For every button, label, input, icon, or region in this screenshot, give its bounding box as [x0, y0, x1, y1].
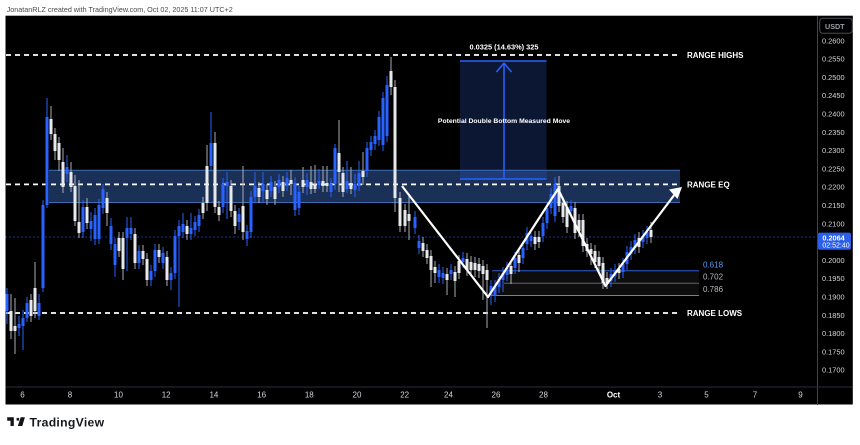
svg-text:0.2600: 0.2600	[822, 37, 845, 46]
svg-text:0.1900: 0.1900	[822, 293, 845, 302]
svg-text:0.2100: 0.2100	[822, 219, 845, 228]
svg-text:RANGE LOWS: RANGE LOWS	[687, 309, 743, 318]
svg-text:10: 10	[114, 391, 123, 400]
svg-text:Potential Double Bottom Measur: Potential Double Bottom Measured Move	[438, 118, 570, 125]
svg-text:22: 22	[400, 391, 409, 400]
svg-text:Oct: Oct	[607, 391, 621, 400]
svg-text:0.618: 0.618	[703, 260, 724, 269]
svg-text:0.2200: 0.2200	[822, 183, 845, 192]
svg-text:5: 5	[704, 391, 709, 400]
svg-text:8: 8	[68, 391, 73, 400]
svg-text:7: 7	[753, 391, 758, 400]
svg-text:02:52:40: 02:52:40	[822, 243, 849, 250]
svg-text:0.1700: 0.1700	[822, 366, 845, 375]
svg-text:0.786: 0.786	[703, 285, 724, 294]
svg-text:28: 28	[539, 391, 548, 400]
svg-text:JonatanRLZ created with Tradin: JonatanRLZ created with TradingView.com,…	[7, 5, 233, 14]
svg-text:TradingView: TradingView	[30, 415, 105, 429]
svg-text:16: 16	[257, 391, 266, 400]
svg-text:12: 12	[162, 391, 171, 400]
svg-text:0.2550: 0.2550	[822, 55, 845, 64]
svg-text:0.2400: 0.2400	[822, 110, 845, 119]
svg-text:9: 9	[798, 391, 803, 400]
svg-text:20: 20	[353, 391, 362, 400]
svg-text:0.702: 0.702	[703, 273, 724, 282]
svg-text:6: 6	[20, 391, 25, 400]
svg-text:24: 24	[444, 391, 453, 400]
svg-text:0.2350: 0.2350	[822, 128, 845, 137]
svg-text:0.1800: 0.1800	[822, 329, 845, 338]
svg-text:0.2450: 0.2450	[822, 91, 845, 100]
svg-text:14: 14	[209, 391, 218, 400]
svg-text:0.2000: 0.2000	[822, 256, 845, 265]
svg-text:0.1850: 0.1850	[822, 311, 845, 320]
svg-text:0.2150: 0.2150	[822, 201, 845, 210]
svg-text:USDT: USDT	[825, 22, 845, 31]
svg-text:RANGE HIGHS: RANGE HIGHS	[687, 51, 744, 60]
svg-text:RANGE EQ: RANGE EQ	[687, 180, 730, 189]
svg-text:0.1950: 0.1950	[822, 274, 845, 283]
svg-text:3: 3	[658, 391, 663, 400]
svg-text:0.2064: 0.2064	[822, 233, 845, 242]
svg-text:0.2300: 0.2300	[822, 146, 845, 155]
svg-text:0.0325 (14.63%) 325: 0.0325 (14.63%) 325	[469, 43, 538, 52]
svg-text:0.1750: 0.1750	[822, 347, 845, 356]
svg-text:0.2250: 0.2250	[822, 164, 845, 173]
svg-text:0.2500: 0.2500	[822, 73, 845, 82]
svg-text:26: 26	[492, 391, 501, 400]
svg-text:18: 18	[305, 391, 314, 400]
